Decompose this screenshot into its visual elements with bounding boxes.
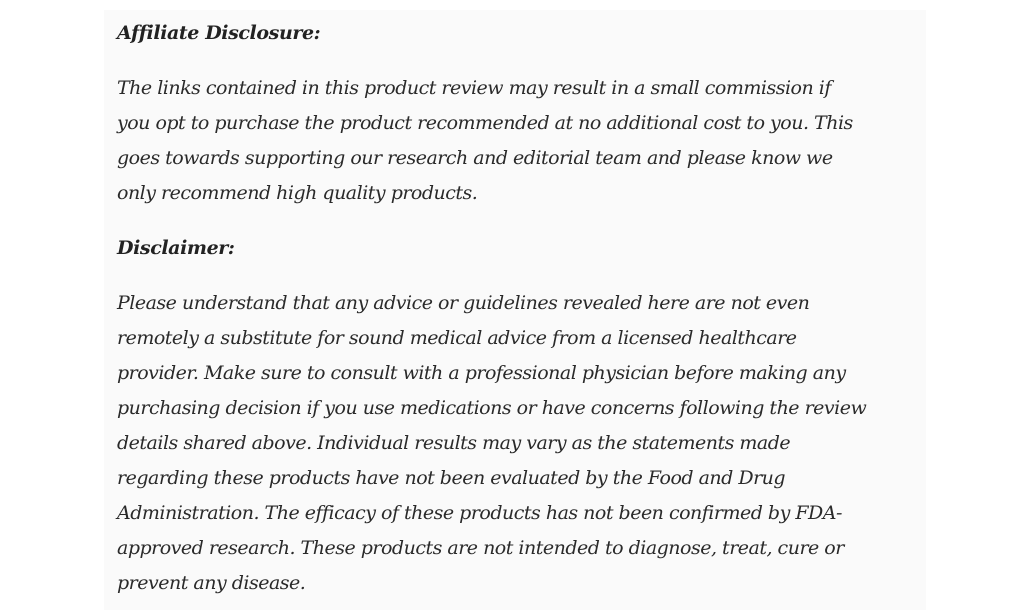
- paragraph-line: approved research. These products are no…: [117, 537, 844, 559]
- paragraph-line: only recommend high quality products.: [117, 182, 478, 204]
- paragraph-line: purchasing decision if you use medicatio…: [117, 397, 867, 419]
- paragraph-line: prevent any disease.: [117, 572, 306, 594]
- paragraph-line: remotely a substitute for sound medical …: [117, 327, 797, 349]
- paragraph-line: Please understand that any advice or gui…: [117, 292, 810, 314]
- paragraph-line: Administration. The efficacy of these pr…: [117, 502, 842, 524]
- disclosure-panel: [104, 10, 926, 610]
- affiliate-heading: Affiliate Disclosure:: [117, 22, 321, 44]
- paragraph-line: goes towards supporting our research and…: [117, 147, 833, 169]
- paragraph-line: details shared above. Individual results…: [117, 432, 791, 454]
- paragraph-line: you opt to purchase the product recommen…: [117, 112, 853, 134]
- paragraph-line: provider. Make sure to consult with a pr…: [117, 362, 846, 384]
- paragraph-line: The links contained in this product revi…: [117, 77, 831, 99]
- disclaimer-heading: Disclaimer:: [117, 237, 235, 259]
- paragraph-line: regarding these products have not been e…: [117, 467, 786, 489]
